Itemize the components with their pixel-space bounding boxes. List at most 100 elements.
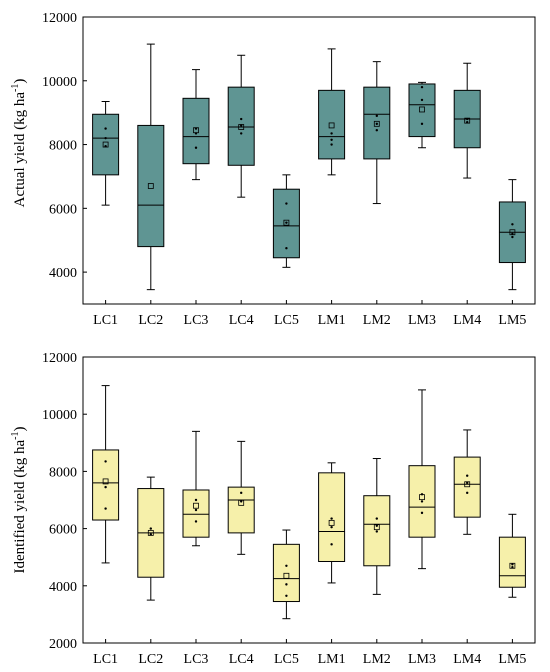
data-point [420, 500, 424, 503]
data-point [285, 202, 288, 205]
data-point [285, 246, 288, 250]
data-point [104, 127, 107, 130]
data-point [285, 564, 288, 567]
interquartile-box [227, 486, 255, 534]
actual-plot-frame [82, 16, 536, 305]
identified-box-lc2 [137, 476, 165, 601]
data-point [375, 530, 378, 533]
data-point [375, 517, 378, 520]
actual-y-tick-label: 4000 [49, 266, 77, 281]
data-point [285, 221, 288, 224]
data-point [330, 543, 333, 546]
identified-x-tick-label: LM4 [453, 652, 481, 667]
data-point [330, 143, 333, 146]
actual-yield-panel: Actual yield (kg ha-1) 4000 6000 8000 10000… [10, 11, 536, 328]
actual-box-lm1 [318, 48, 346, 176]
actual-box-lc5 [272, 174, 300, 268]
identified-x-tick-label: LC2 [138, 652, 163, 667]
data-point [285, 594, 288, 598]
actual-box-lm3 [408, 81, 436, 149]
data-point [466, 117, 469, 121]
identified-x-tick-label: LM3 [408, 652, 436, 667]
data-point [194, 146, 198, 149]
interquartile-box [182, 97, 210, 165]
actual-x-tick-label: LM4 [453, 313, 481, 328]
data-point [330, 132, 333, 135]
actual-yield-y-axis-title: Actual yield (kg ha-1) [10, 79, 28, 208]
identified-box-lm5 [498, 513, 526, 598]
data-point [420, 511, 424, 515]
actual-y-tick-label: 10000 [42, 75, 77, 90]
data-point [420, 98, 424, 102]
actual-y-tick-label: 8000 [49, 139, 77, 154]
data-point [420, 122, 424, 126]
mean-marker [373, 120, 380, 127]
data-point [511, 563, 514, 566]
data-point [240, 117, 243, 121]
data-point [466, 474, 469, 477]
identified-x-tick-label: LC1 [93, 652, 118, 667]
data-point [466, 121, 469, 124]
data-point [330, 525, 333, 529]
identified-yield-y-axis-title: Identified yield (kg ha-1) [10, 426, 28, 573]
identified-x-tick-label: LM1 [318, 652, 346, 667]
identified-x-tick-label: LC3 [184, 652, 209, 667]
identified-box-lc3 [182, 430, 210, 547]
actual-box-lc4 [227, 54, 255, 198]
data-point [330, 138, 333, 141]
identified-x-tick-label: LC4 [229, 652, 254, 667]
identified-y-tick-label: 8000 [49, 465, 77, 480]
data-point [240, 132, 243, 135]
data-point [194, 520, 198, 523]
actual-x-tick-label: LC1 [93, 313, 118, 328]
data-point [104, 136, 107, 140]
data-point [149, 533, 152, 536]
mean-marker [283, 572, 290, 579]
actual-x-tick-label: LC5 [274, 313, 299, 328]
data-point [420, 85, 424, 89]
data-point [285, 583, 288, 586]
mean-marker [102, 478, 109, 485]
data-point [149, 527, 152, 530]
data-point [330, 517, 333, 520]
identified-y-tick-label: 6000 [49, 523, 77, 538]
identified-y-tick-label: 12000 [42, 351, 77, 366]
actual-x-tick-label: LC3 [184, 313, 209, 328]
identified-x-tick-label: LM5 [498, 652, 526, 667]
interquartile-box [92, 113, 120, 176]
identified-x-tick-label: LM2 [363, 652, 391, 667]
actual-box-lc1 [92, 101, 120, 206]
mean-marker [419, 106, 425, 113]
data-point [375, 129, 378, 132]
actual-box-lc2 [137, 43, 165, 291]
data-point [240, 124, 243, 127]
actual-x-tick-label: LM3 [408, 313, 436, 328]
data-point [375, 122, 378, 126]
identified-box-lm2 [363, 458, 391, 595]
data-point [240, 491, 243, 495]
identified-box-lm4 [453, 429, 481, 535]
identified-box-lm1 [318, 462, 346, 584]
data-point [375, 114, 378, 118]
data-point [104, 144, 107, 148]
actual-x-tick-label: LM1 [318, 313, 346, 328]
data-point [375, 524, 378, 527]
identified-box-lc5 [272, 529, 300, 620]
data-point [104, 485, 107, 489]
data-point [511, 232, 514, 236]
identified-yield-panel: Identified yield (kg ha-1) 2000 4000 6000 8… [10, 351, 536, 667]
actual-box-lm5 [498, 179, 526, 291]
identified-x-tick-label: LC5 [274, 652, 299, 667]
data-point [194, 508, 198, 512]
interquartile-box [498, 536, 526, 588]
identified-box-lc1 [92, 385, 120, 564]
identified-box-lc4 [227, 440, 255, 555]
actual-x-tick-label: LM2 [363, 313, 391, 328]
actual-box-lm4 [453, 62, 481, 179]
actual-y-tick-label: 12000 [42, 11, 77, 26]
identified-y-tick-label: 2000 [49, 637, 77, 652]
data-point [511, 235, 514, 239]
data-point [466, 491, 469, 495]
interquartile-box [408, 83, 436, 138]
